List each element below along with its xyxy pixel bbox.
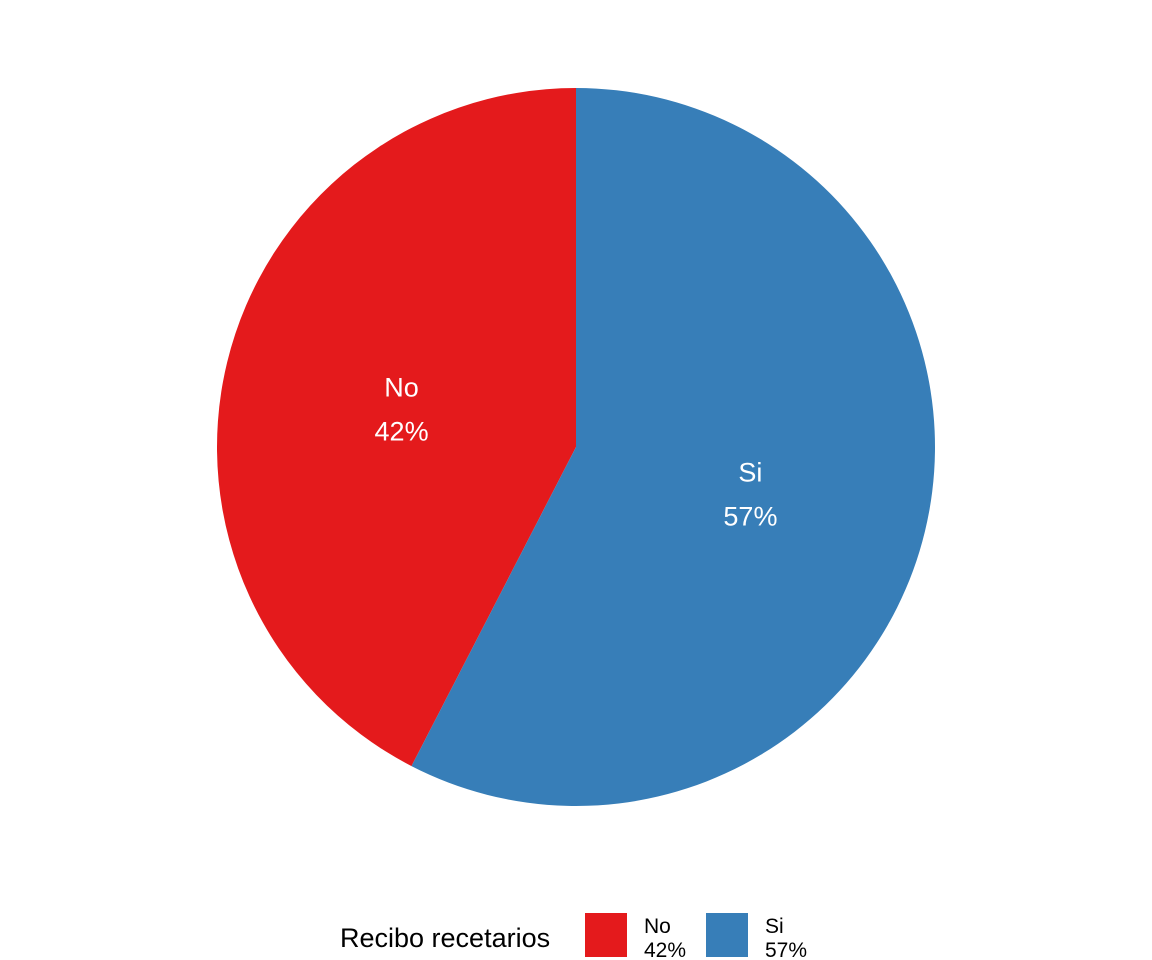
legend-percent-si: 57%	[765, 939, 807, 960]
pie-slice-si	[411, 88, 936, 806]
pie-slices	[217, 88, 936, 806]
legend-label-si: Si	[765, 915, 784, 938]
legend-label-no: No	[644, 915, 671, 938]
legend-key-no	[585, 913, 627, 957]
slice-percent-si: 57%	[723, 501, 777, 531]
legend-percent-no: 42%	[644, 939, 686, 960]
slice-percent-no: 42%	[375, 417, 429, 447]
pie-slice-no	[217, 88, 576, 767]
slice-label-no: No	[384, 373, 419, 403]
slice-label-si: Si	[738, 457, 762, 487]
pie-slice-labels: No 42% Si 57%	[375, 373, 778, 532]
legend-title: Recibo recetarios	[340, 923, 550, 953]
legend-key-si	[706, 913, 748, 957]
